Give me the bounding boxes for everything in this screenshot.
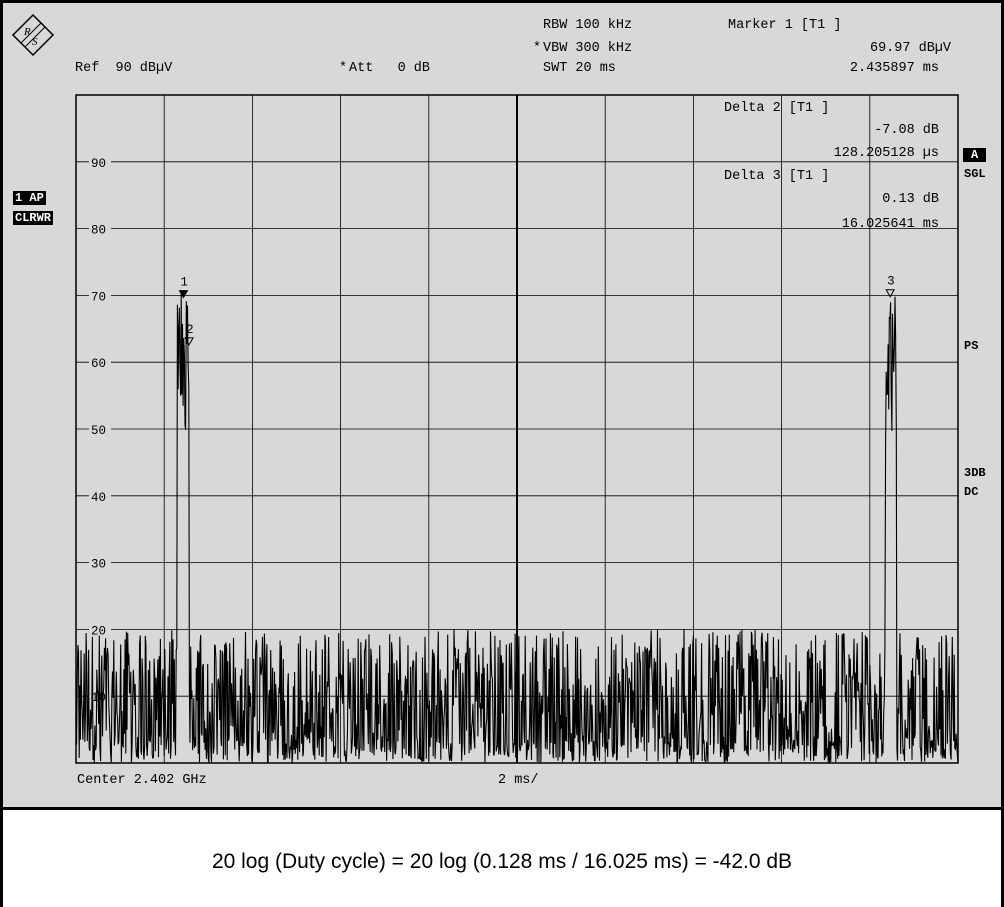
3db-label: 3DB [964,466,986,480]
delta3-time: 16.025641 ms [841,217,939,232]
duty-cycle-caption: 20 log (Duty cycle) = 20 log (0.128 ms /… [211,850,793,873]
marker-1-symbol [178,290,189,299]
y-tick-label-30: 30 [91,558,106,572]
delta2-time: 128.205128 µs [833,146,939,161]
y-tick-bg [89,489,111,501]
marker1-time: 2.435897 ms [849,61,939,76]
swt-readout: SWT 20 ms [543,61,616,76]
vbw-modified-star: * [533,41,542,56]
sweep-sgl-label: SGL [964,167,986,181]
y-tick-label-70: 70 [91,290,106,304]
y-tick-bg [89,623,111,635]
y-tick-bg [89,556,111,568]
ref-level-readout: Ref 90 dBµV [75,61,173,76]
delta2-title: Delta 2 [T1 ] [724,101,830,116]
y-tick-bg [89,356,111,368]
analyzer-screen: R S RBW 100 kHz * VBW 300 kHz SWT 20 ms … [3,3,1001,810]
y-tick-bg [89,423,111,434]
y-tick-label-50: 50 [91,424,106,438]
y-tick-bg [89,222,111,234]
y-tick-label-80: 80 [91,224,106,238]
att-modified-star: * [339,61,348,76]
rbw-readout: RBW 100 kHz [543,18,633,33]
marker-group: 1 2 3 [178,275,896,346]
delta3-level: 0.13 dB [882,192,939,207]
rs-logo-icon: R S [11,13,55,57]
trace-mode-ap: 1 AP [13,191,46,205]
y-tick-label-90: 90 [91,157,106,171]
marker1-title: Marker 1 [T1 ] [728,18,842,33]
y-tick-label-40: 40 [91,491,106,505]
marker-3-symbol [885,289,896,298]
delta2-level: -7.08 dB [874,123,939,138]
center-frequency: Center 2.402 GHz [77,773,207,788]
marker-3-label: 3 [887,275,895,289]
delta3-title: Delta 3 [T1 ] [724,169,830,184]
dc-label: DC [964,485,979,499]
plot-grid [76,95,958,763]
y-tick-label-60: 60 [91,357,106,371]
trace-mode-clrwr: CLRWR [13,211,54,225]
svg-text:S: S [32,36,38,48]
y-tick-label-20: 20 [91,624,106,638]
svg-text:R: R [23,26,31,38]
marker-2-symbol [184,337,194,346]
att-readout: Att 0 dB [349,61,431,76]
marker-2-label: 2 [186,323,194,337]
y-tick-bg [89,289,111,301]
marker1-level: 69.97 dBµV [869,41,951,56]
plot-border [75,94,959,764]
marker-1-label: 1 [180,276,188,290]
y-tick-bg [89,155,111,167]
trace-a-label: A [963,148,987,162]
ps-label: PS [964,339,979,353]
vbw-readout: VBW 300 kHz [543,41,633,56]
time-per-division: 2 ms/ [498,773,539,788]
